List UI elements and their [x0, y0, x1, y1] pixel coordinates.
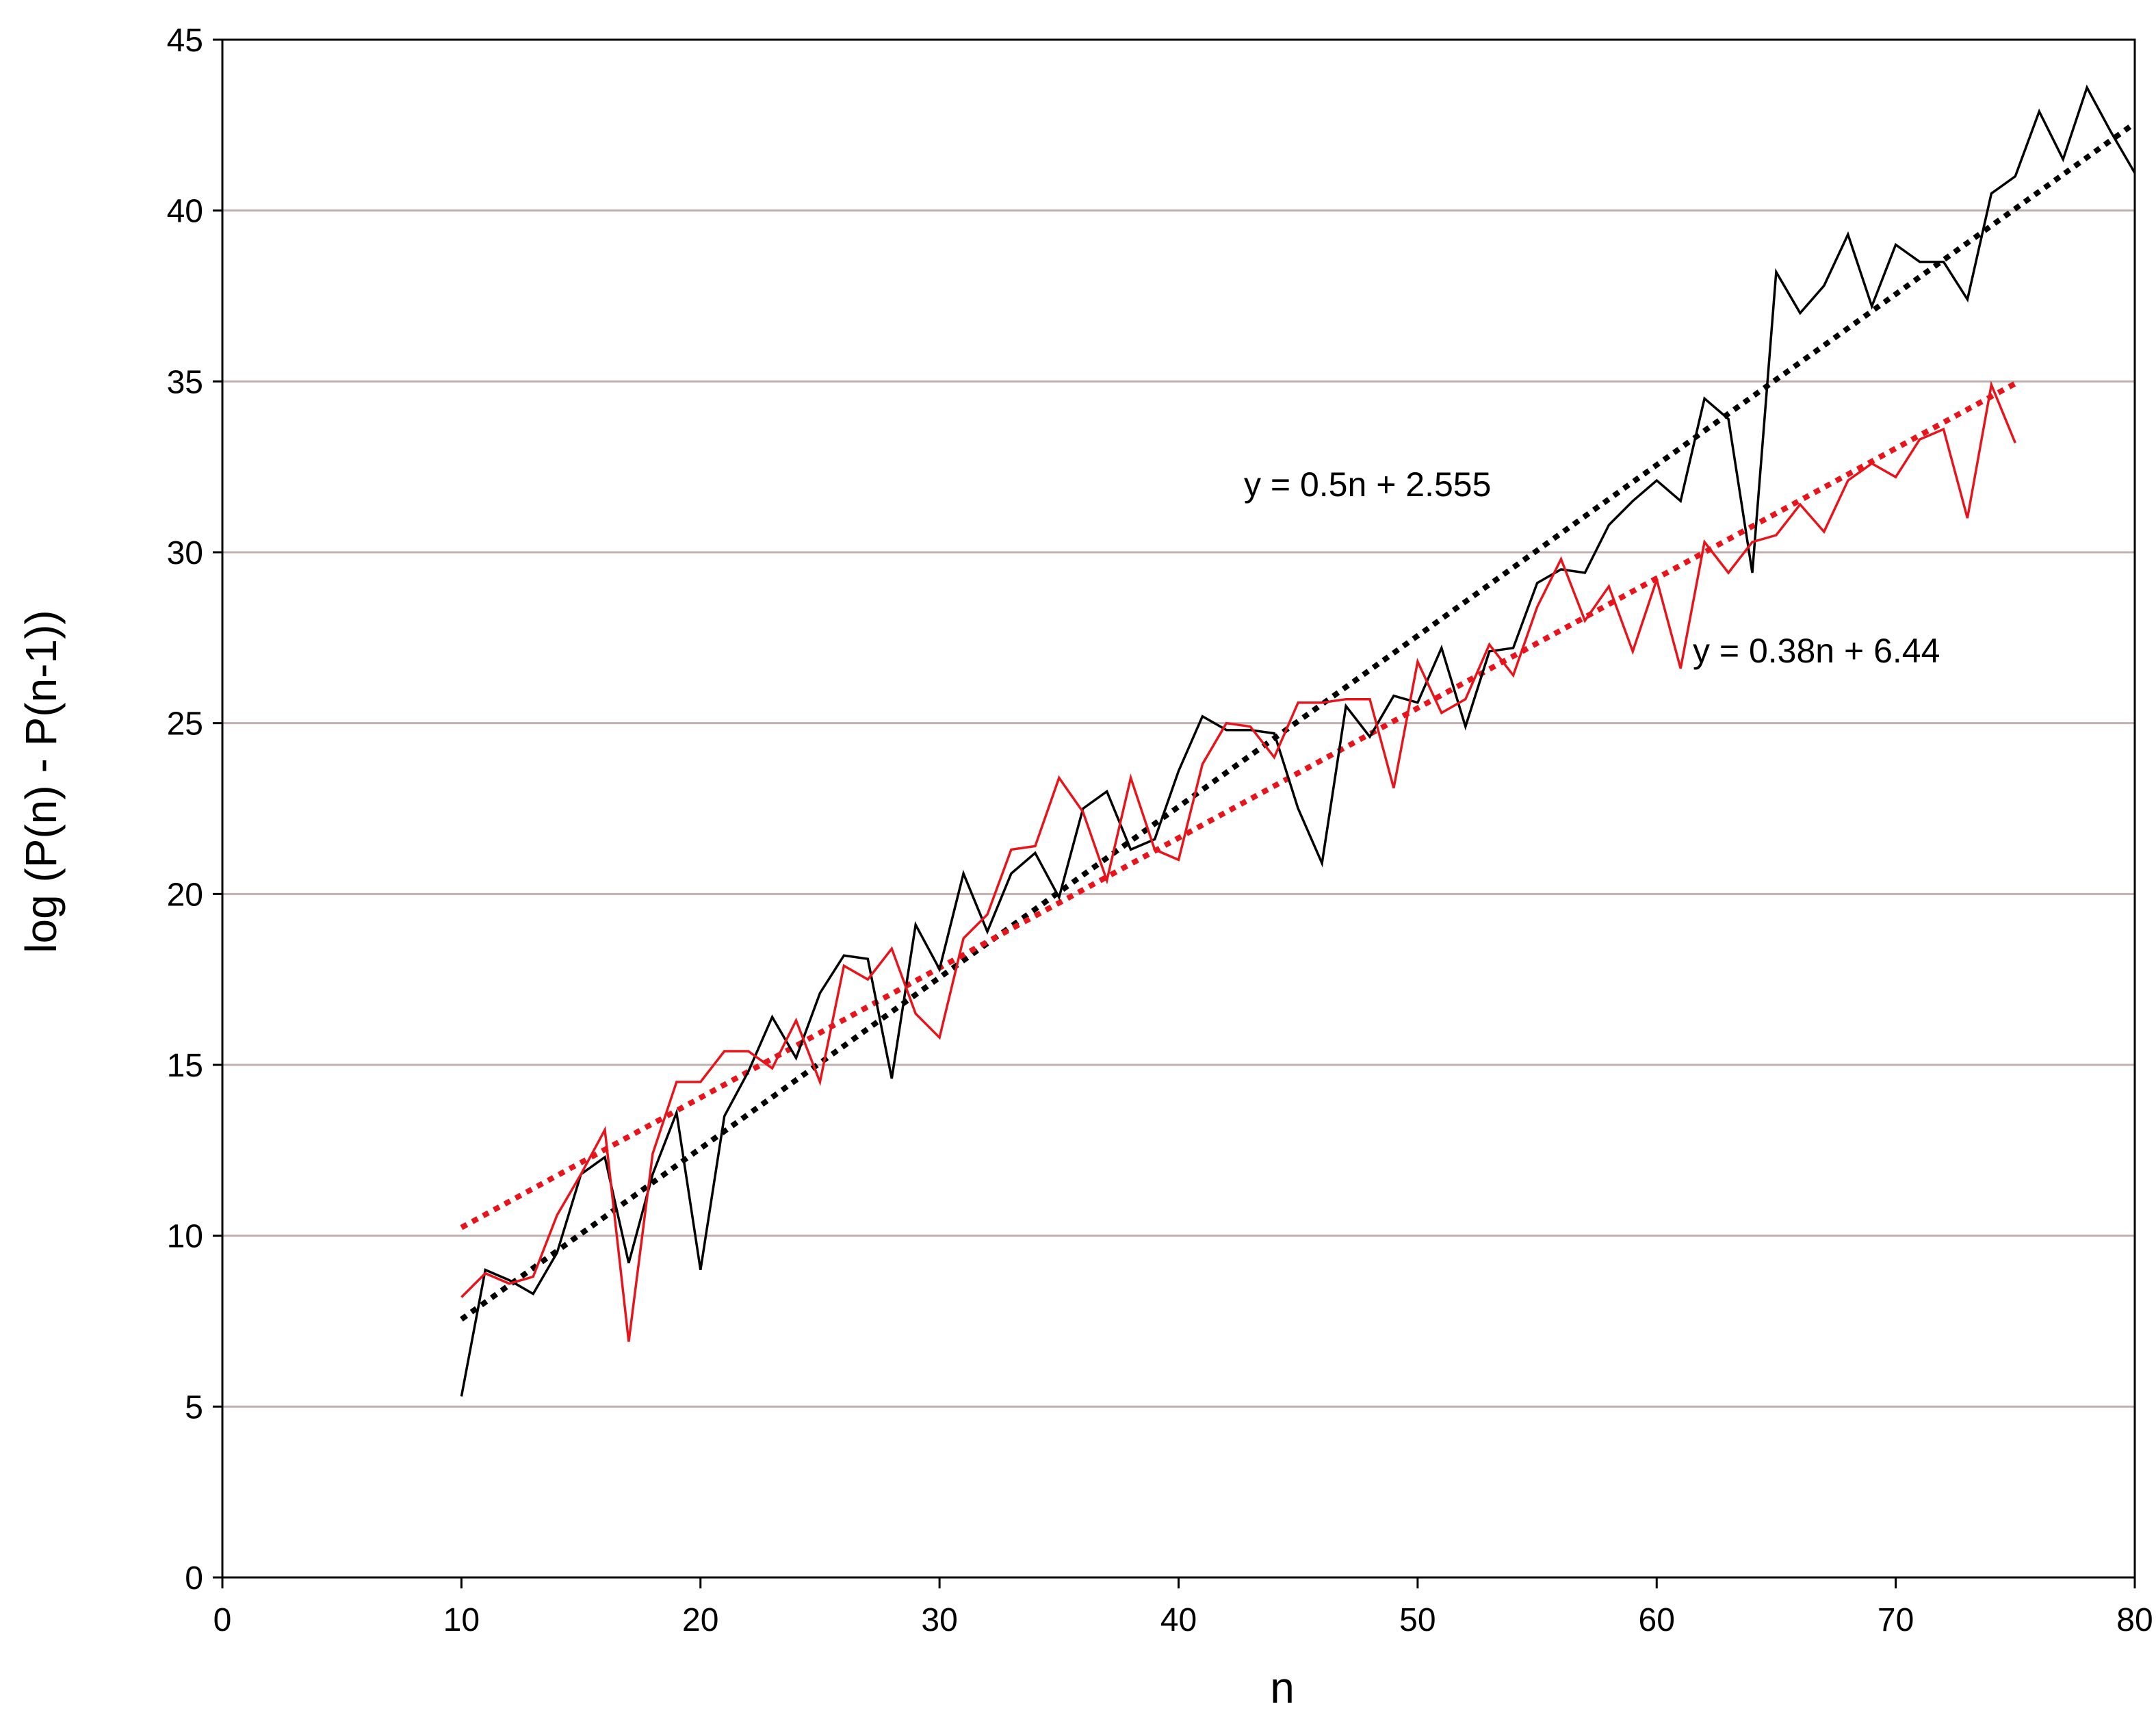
x-tick-label: 0	[213, 1602, 232, 1638]
x-tick-label: 80	[2116, 1602, 2153, 1638]
trendlines	[460, 120, 2137, 1322]
x-tick-label: 30	[921, 1602, 957, 1638]
y-tick-label: 30	[167, 535, 203, 571]
x-tick-label: 40	[1160, 1602, 1197, 1638]
black-trendline-equation: y = 0.5n + 2.555	[1244, 465, 1491, 504]
x-tick-label: 50	[1399, 1602, 1436, 1638]
y-tick-label: 35	[167, 364, 203, 400]
x-tick-label: 70	[1878, 1602, 1914, 1638]
y-tick-label: 15	[167, 1048, 203, 1084]
red-trendline	[460, 381, 2017, 1230]
x-tick-label: 10	[443, 1602, 480, 1638]
black-trendline	[460, 120, 2137, 1322]
y-tick-label: 0	[185, 1560, 203, 1597]
x-axis-title: n	[1270, 1663, 1295, 1712]
red-series-line	[460, 381, 2016, 1342]
x-tick-label: 20	[682, 1602, 718, 1638]
y-tick-label: 20	[167, 877, 203, 913]
data-series	[460, 84, 2136, 1397]
x-tick-label: 60	[1639, 1602, 1675, 1638]
y-tick-label: 45	[167, 23, 203, 59]
red-trendline-equation: y = 0.38n + 6.44	[1693, 632, 1940, 670]
y-axis-title: log (P(n) - P(n-1))	[16, 610, 66, 953]
y-tick-label: 5	[185, 1389, 203, 1426]
plot-frame	[221, 38, 2136, 1579]
black-series-line	[460, 84, 2136, 1397]
y-tick-label: 40	[167, 194, 203, 230]
tick-labels: 0 5 10 15 20 25 30 35 40 45 0 10 20 30 40 50 60 70 80	[167, 23, 2153, 1638]
y-tick-label: 10	[167, 1219, 203, 1255]
y-tick-label: 25	[167, 706, 203, 743]
axes	[213, 38, 2136, 1588]
